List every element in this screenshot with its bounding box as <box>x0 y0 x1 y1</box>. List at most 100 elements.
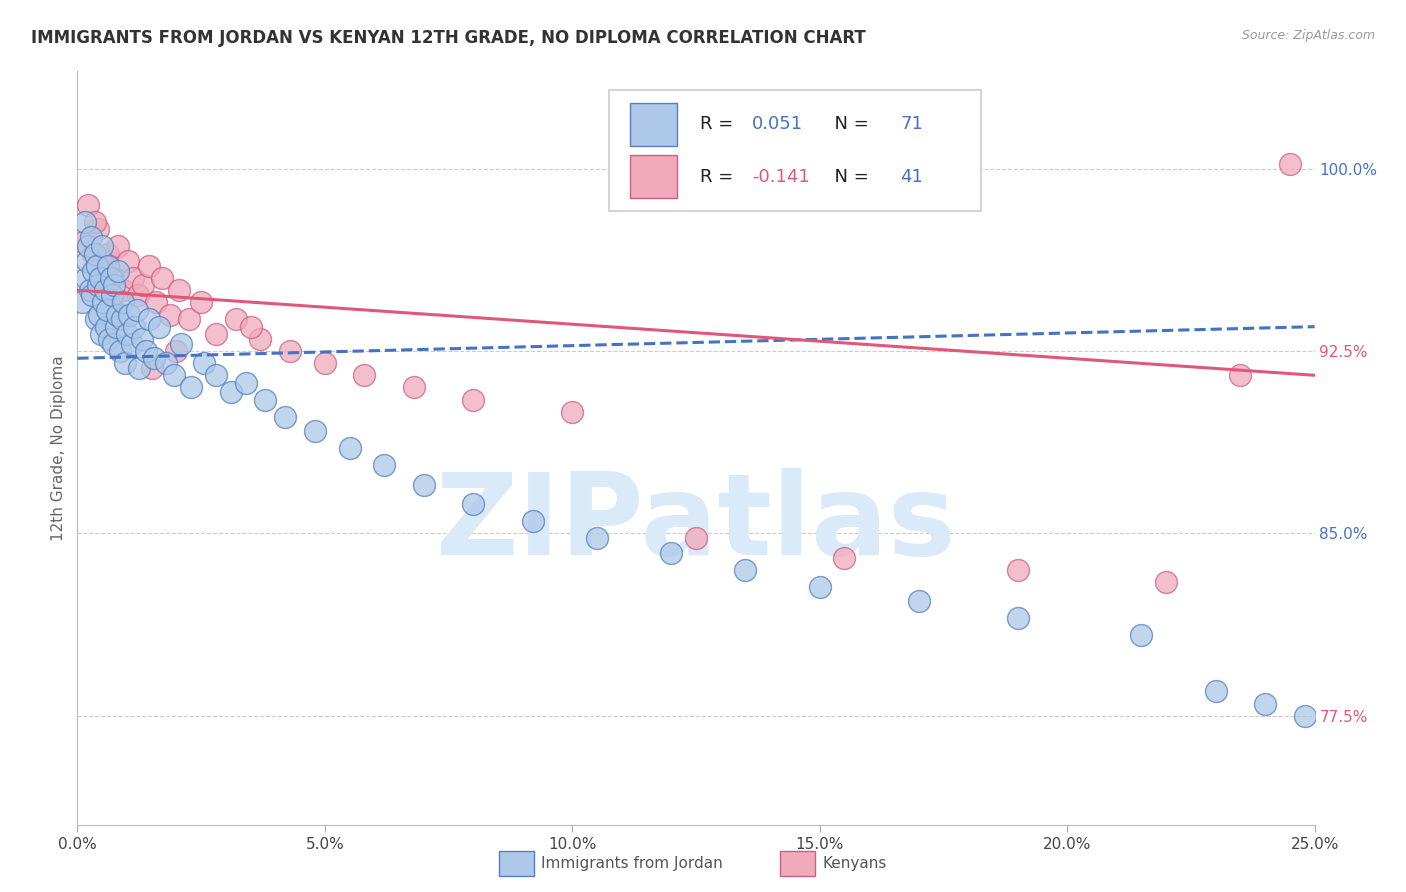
Point <box>93 283 115 297</box>
Text: -0.141: -0.141 <box>752 168 810 186</box>
Point <box>91 239 114 253</box>
Point <box>75 271 97 285</box>
Point <box>1229 368 1251 383</box>
Point <box>97 259 120 273</box>
Point <box>907 594 929 608</box>
Point <box>1294 708 1316 723</box>
Point <box>89 271 111 285</box>
Point <box>77 239 100 253</box>
Point <box>155 356 177 370</box>
Point <box>97 246 120 260</box>
Point <box>1205 684 1227 698</box>
Point <box>135 343 157 358</box>
Point <box>105 308 128 322</box>
Point <box>121 336 143 351</box>
Point <box>165 343 187 358</box>
Point <box>128 361 150 376</box>
Text: R =: R = <box>700 115 738 134</box>
Point <box>91 295 114 310</box>
Point <box>86 259 108 273</box>
Point <box>138 312 160 326</box>
Point <box>163 368 186 383</box>
Point <box>159 308 181 322</box>
Point <box>79 283 101 297</box>
Point <box>91 264 114 278</box>
Text: ZIPatlas: ZIPatlas <box>436 468 956 579</box>
Point <box>1007 563 1029 577</box>
Point <box>94 319 117 334</box>
Point <box>170 336 193 351</box>
Text: N =: N = <box>824 168 875 186</box>
Point <box>87 308 110 322</box>
Point <box>834 550 856 565</box>
Point <box>808 580 831 594</box>
Point <box>239 319 262 334</box>
Point <box>167 283 190 297</box>
Point <box>235 376 257 390</box>
Point <box>205 326 228 341</box>
Point <box>84 312 107 326</box>
Point <box>734 563 756 577</box>
Text: IMMIGRANTS FROM JORDAN VS KENYAN 12TH GRADE, NO DIPLOMA CORRELATION CHART: IMMIGRANTS FROM JORDAN VS KENYAN 12TH GR… <box>31 29 866 46</box>
Point <box>148 319 170 334</box>
Point <box>73 215 96 229</box>
Point <box>100 271 122 285</box>
Text: Source: ZipAtlas.com: Source: ZipAtlas.com <box>1241 29 1375 42</box>
Point <box>72 295 94 310</box>
Point <box>402 380 425 394</box>
Point <box>586 531 609 545</box>
Point <box>685 531 707 545</box>
Point <box>82 246 104 260</box>
Point <box>114 356 136 370</box>
Point <box>1007 611 1029 625</box>
Point <box>125 302 148 317</box>
Point <box>180 380 202 394</box>
Point <box>314 356 336 370</box>
Y-axis label: 12th Grade, No Diploma: 12th Grade, No Diploma <box>51 355 66 541</box>
Point <box>225 312 247 326</box>
Point <box>143 351 166 366</box>
FancyBboxPatch shape <box>609 90 980 211</box>
FancyBboxPatch shape <box>630 155 678 198</box>
Point <box>141 361 163 376</box>
Point <box>152 271 174 285</box>
Text: 41: 41 <box>900 168 922 186</box>
FancyBboxPatch shape <box>630 103 678 146</box>
Text: N =: N = <box>824 115 875 134</box>
Point <box>254 392 277 407</box>
Point <box>83 246 105 260</box>
Point <box>193 356 215 370</box>
Point <box>96 302 118 317</box>
Point <box>127 288 149 302</box>
Point <box>115 326 138 341</box>
Point <box>98 332 121 346</box>
Point <box>101 288 124 302</box>
Point <box>118 308 141 322</box>
Point <box>83 215 105 229</box>
Point <box>111 312 134 326</box>
Point <box>522 514 544 528</box>
Text: Immigrants from Jordan: Immigrants from Jordan <box>541 856 723 871</box>
Point <box>108 343 131 358</box>
Point <box>131 278 153 293</box>
Point <box>93 259 115 273</box>
Point <box>219 385 242 400</box>
Point <box>121 271 143 285</box>
Point <box>103 302 125 317</box>
Point <box>101 336 124 351</box>
Point <box>111 283 134 297</box>
Point <box>103 278 125 293</box>
Point <box>122 319 145 334</box>
Point <box>659 546 682 560</box>
Point <box>107 239 129 253</box>
Point <box>249 332 271 346</box>
Point <box>205 368 228 383</box>
Point <box>77 198 100 212</box>
Point <box>87 278 110 293</box>
Point <box>190 295 212 310</box>
Point <box>131 332 153 346</box>
Text: 71: 71 <box>900 115 922 134</box>
Point <box>138 259 160 273</box>
Point <box>561 405 583 419</box>
Point <box>373 458 395 473</box>
